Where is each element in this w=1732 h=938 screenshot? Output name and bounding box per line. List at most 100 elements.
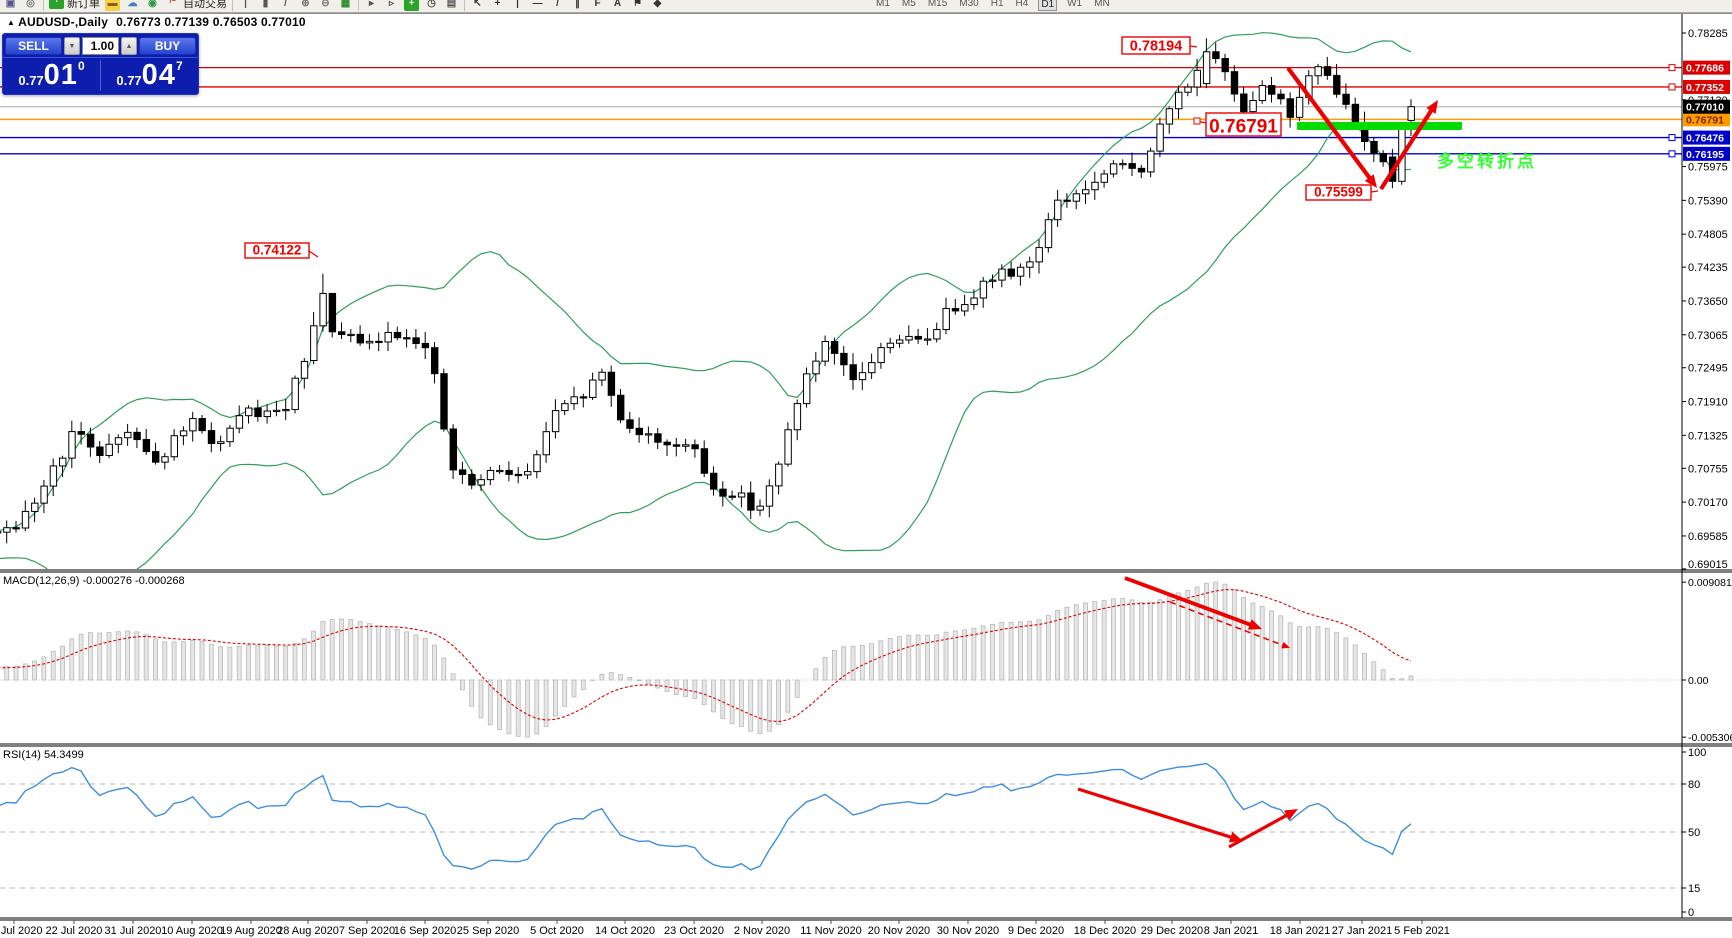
- bull-candle: [384, 331, 392, 343]
- timeframe-m1[interactable]: M1: [876, 0, 890, 9]
- macd-axis-tick: 0.00: [1688, 675, 1709, 687]
- timeframe-h4[interactable]: H4: [1015, 0, 1029, 9]
- bear-candle: [710, 472, 718, 490]
- timeframe-w1[interactable]: W1: [1067, 0, 1083, 9]
- volume-input[interactable]: [82, 37, 119, 55]
- text-icon[interactable]: A: [613, 0, 622, 9]
- bull-candle: [1119, 163, 1127, 166]
- macd-histogram-bar: [13, 665, 19, 681]
- price-annotation-box[interactable]: [1121, 36, 1191, 55]
- tile-windows-icon[interactable]: ▦: [340, 0, 351, 9]
- label-connector: [1370, 190, 1379, 193]
- bear-candle: [1063, 199, 1071, 202]
- cloud-icon[interactable]: ☁: [127, 0, 138, 9]
- volume-increase-button[interactable]: ▲: [121, 37, 137, 55]
- candlestick-icon[interactable]: ▮: [262, 0, 269, 9]
- price-annotation-box[interactable]: [1205, 112, 1282, 137]
- price-annotation-label[interactable]: 0.78194: [1130, 39, 1182, 55]
- timeframe-mn[interactable]: MN: [1094, 0, 1110, 9]
- price-axis-tick: 0.74805: [1688, 229, 1728, 241]
- volume-decrease-button[interactable]: ▼: [64, 37, 80, 55]
- timeframe-m15[interactable]: M15: [927, 0, 948, 9]
- period-dropdown-icon[interactable]: ◷: [427, 0, 436, 9]
- buy-button[interactable]: BUY: [139, 37, 196, 55]
- line-handle[interactable]: [1668, 83, 1676, 91]
- price-annotation-label[interactable]: 0.74122: [253, 243, 302, 258]
- new-order-button[interactable]: + 新订单: [49, 0, 100, 11]
- price-annotation-label[interactable]: 0.76791: [1209, 117, 1278, 138]
- market-watch-icon[interactable]: ◎: [26, 0, 35, 9]
- annotation-arrow[interactable]: [1077, 787, 1233, 840]
- signal-icon[interactable]: ◉: [148, 0, 157, 9]
- bull-candle: [319, 292, 327, 327]
- macd-histogram-bar: [1064, 606, 1070, 681]
- price-axis-tick: 0.73065: [1688, 330, 1728, 342]
- equidistant-channel-icon[interactable]: ∥: [575, 0, 580, 9]
- trendline-icon[interactable]: /: [556, 0, 559, 9]
- bear-candle: [514, 473, 523, 477]
- bull-candle: [245, 407, 253, 417]
- annotation-arrow[interactable]: [1169, 601, 1285, 647]
- cursor-icon[interactable]: ↖: [473, 0, 482, 9]
- horizontal-line-icon[interactable]: —: [532, 0, 543, 9]
- macd-histogram-bar: [134, 631, 140, 681]
- line-chart-icon[interactable]: /: [284, 0, 287, 9]
- timeframe-m30[interactable]: M30: [959, 0, 979, 9]
- zoom-in-icon[interactable]: ⊕: [301, 0, 310, 9]
- macd-histogram-bar: [459, 679, 465, 691]
- window-icon[interactable]: ▣: [5, 0, 16, 9]
- timeframe-m5[interactable]: M5: [901, 0, 916, 9]
- highlight-bar[interactable]: [1297, 122, 1462, 130]
- line-handle[interactable]: [1668, 64, 1676, 72]
- macd-histogram-bar: [683, 679, 688, 697]
- new-order-icon[interactable]: +: [49, 0, 64, 9]
- rsi-axis-tick: 15: [1688, 883, 1700, 895]
- annotation-arrow[interactable]: [1124, 576, 1253, 627]
- annotation-arrow[interactable]: [1228, 812, 1290, 849]
- axis-layer: 0.782850.771300.759750.753900.748050.742…: [0, 13, 1732, 937]
- reversal-text-annotation[interactable]: 多空转折点: [1437, 151, 1537, 171]
- sell-button[interactable]: SELL: [5, 37, 62, 55]
- fibonacci-icon[interactable]: F: [594, 0, 601, 9]
- annotation-arrow[interactable]: [1286, 66, 1373, 181]
- autotrading-icon[interactable]: ⚑: [168, 0, 177, 6]
- macd-histogram-bar: [1111, 598, 1116, 681]
- zoom-out-icon[interactable]: ⊖: [321, 0, 330, 9]
- macd-histogram-bar: [720, 679, 726, 720]
- macd-histogram-bar: [88, 632, 93, 681]
- chart-symbol-period: AUDUSD-,Daily: [18, 15, 109, 29]
- vertical-line-icon[interactable]: |: [516, 0, 519, 9]
- line-handle[interactable]: [1668, 134, 1676, 142]
- price-annotation-box[interactable]: [244, 242, 310, 259]
- rsi-panel[interactable]: [0, 762, 1682, 889]
- crosshair-icon[interactable]: +: [494, 0, 501, 9]
- bull-candle: [561, 403, 569, 412]
- macd-histogram-bar: [906, 634, 912, 681]
- bull-candle: [877, 347, 885, 364]
- bull-candle: [1184, 86, 1192, 93]
- price-level-badge: [1683, 60, 1730, 75]
- macd-indicator-label: MACD(12,26,9) -0.000276 -0.000268: [3, 575, 185, 587]
- macd-histogram-bar: [962, 629, 967, 681]
- chart-template-icon[interactable]: ▤: [446, 0, 457, 9]
- label-icon[interactable]: ⚑: [633, 0, 642, 9]
- timeframe-d1[interactable]: D1: [1038, 0, 1058, 11]
- autotrading-button[interactable]: ⚑ 自动交易: [165, 0, 227, 11]
- auto-scroll-icon[interactable]: ▸: [368, 0, 375, 9]
- macd-panel[interactable]: [0, 581, 1682, 738]
- date-label: 2 Nov 2020: [734, 925, 790, 937]
- timeframe-h1[interactable]: H1: [990, 0, 1004, 9]
- bar-chart-icon[interactable]: |: [244, 0, 247, 9]
- price-annotation-label[interactable]: 0.75599: [1314, 185, 1363, 200]
- add-indicator-icon[interactable]: +: [404, 0, 419, 11]
- macd-histogram-bar: [199, 640, 205, 681]
- price-annotation-box[interactable]: [1305, 184, 1372, 201]
- history-center-icon[interactable]: ▬: [105, 0, 120, 11]
- shapes-icon[interactable]: ◆: [653, 0, 662, 9]
- line-handle[interactable]: [1668, 150, 1676, 158]
- bull-candle: [570, 396, 578, 405]
- chart-shift-icon[interactable]: ▹: [388, 0, 395, 9]
- macd-histogram-bar: [999, 621, 1005, 681]
- annotation-arrow[interactable]: [1379, 108, 1434, 191]
